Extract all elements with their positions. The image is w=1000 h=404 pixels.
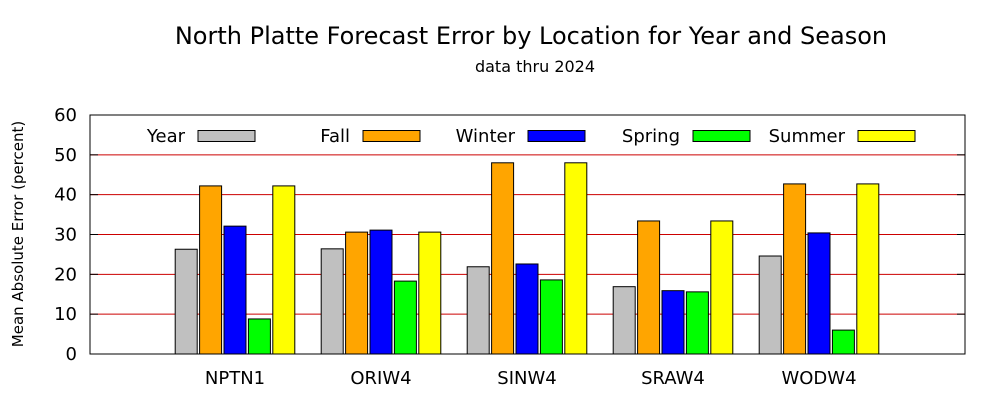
bars — [174, 162, 880, 355]
bar-spring-wodw4 — [831, 329, 855, 355]
bar-year-oriw4 — [320, 248, 344, 355]
bar-winter-wodw4 — [807, 232, 831, 355]
chart-subtitle: data thru 2024 — [475, 57, 595, 76]
legend-label-winter: Winter — [456, 126, 516, 147]
x-tick-label: NPTN1 — [205, 368, 265, 389]
bar-winter-sinw4 — [515, 263, 539, 355]
legend-swatch-winter — [527, 130, 586, 142]
bar-winter-nptn1 — [223, 225, 247, 355]
bar-fall-nptn1 — [199, 185, 223, 355]
x-tick-label: ORIW4 — [350, 368, 411, 389]
bar-spring-sinw4 — [539, 279, 563, 355]
x-tick-label: SRAW4 — [641, 368, 705, 389]
bar-spring-oriw4 — [393, 280, 417, 355]
legend-label-spring: Spring — [622, 126, 680, 147]
y-axis-label: Mean Absolute Error (percent) — [9, 121, 27, 347]
bar-summer-wodw4 — [856, 183, 880, 355]
y-tick-label: 40 — [54, 185, 77, 206]
bar-fall-sinw4 — [491, 162, 515, 355]
legend-label-year: Year — [146, 126, 186, 147]
legend-label-summer: Summer — [769, 126, 846, 147]
y-tick-label: 50 — [54, 145, 77, 166]
y-tick-label: 20 — [54, 264, 77, 285]
bar-summer-sraw4 — [710, 220, 734, 355]
bar-year-nptn1 — [174, 248, 198, 355]
y-tick-label: 60 — [54, 105, 77, 126]
y-tick-label: 10 — [54, 304, 77, 325]
legend-swatch-spring — [692, 130, 751, 142]
bar-winter-sraw4 — [661, 290, 685, 355]
x-tick-label: SINW4 — [497, 368, 556, 389]
legend-swatch-year — [197, 130, 256, 142]
bar-summer-nptn1 — [272, 185, 296, 355]
bar-spring-nptn1 — [247, 318, 271, 355]
legend: Year Fall Winter Spring Summer — [146, 126, 916, 147]
bar-year-sraw4 — [612, 286, 636, 355]
x-tick-label: WODW4 — [781, 368, 856, 389]
bar-year-sinw4 — [466, 266, 490, 355]
y-tick-label: 0 — [66, 344, 77, 365]
bar-fall-sraw4 — [637, 220, 661, 355]
y-tick-label: 30 — [54, 225, 77, 246]
legend-swatch-summer — [857, 130, 916, 142]
legend-swatch-fall — [362, 130, 421, 142]
bar-summer-sinw4 — [564, 162, 588, 355]
bar-summer-oriw4 — [418, 231, 442, 355]
bar-spring-sraw4 — [685, 291, 709, 355]
bar-winter-oriw4 — [369, 229, 393, 355]
legend-label-fall: Fall — [320, 126, 350, 147]
bar-fall-wodw4 — [783, 183, 807, 355]
axes: NPTN1 ORIW4 SINW4 SRAW4 WODW4 0 10 20 30 40 50 60 — [54, 105, 966, 389]
bar-year-wodw4 — [758, 255, 782, 355]
chart-title: North Platte Forecast Error by Location … — [175, 22, 887, 50]
bar-fall-oriw4 — [345, 231, 369, 355]
